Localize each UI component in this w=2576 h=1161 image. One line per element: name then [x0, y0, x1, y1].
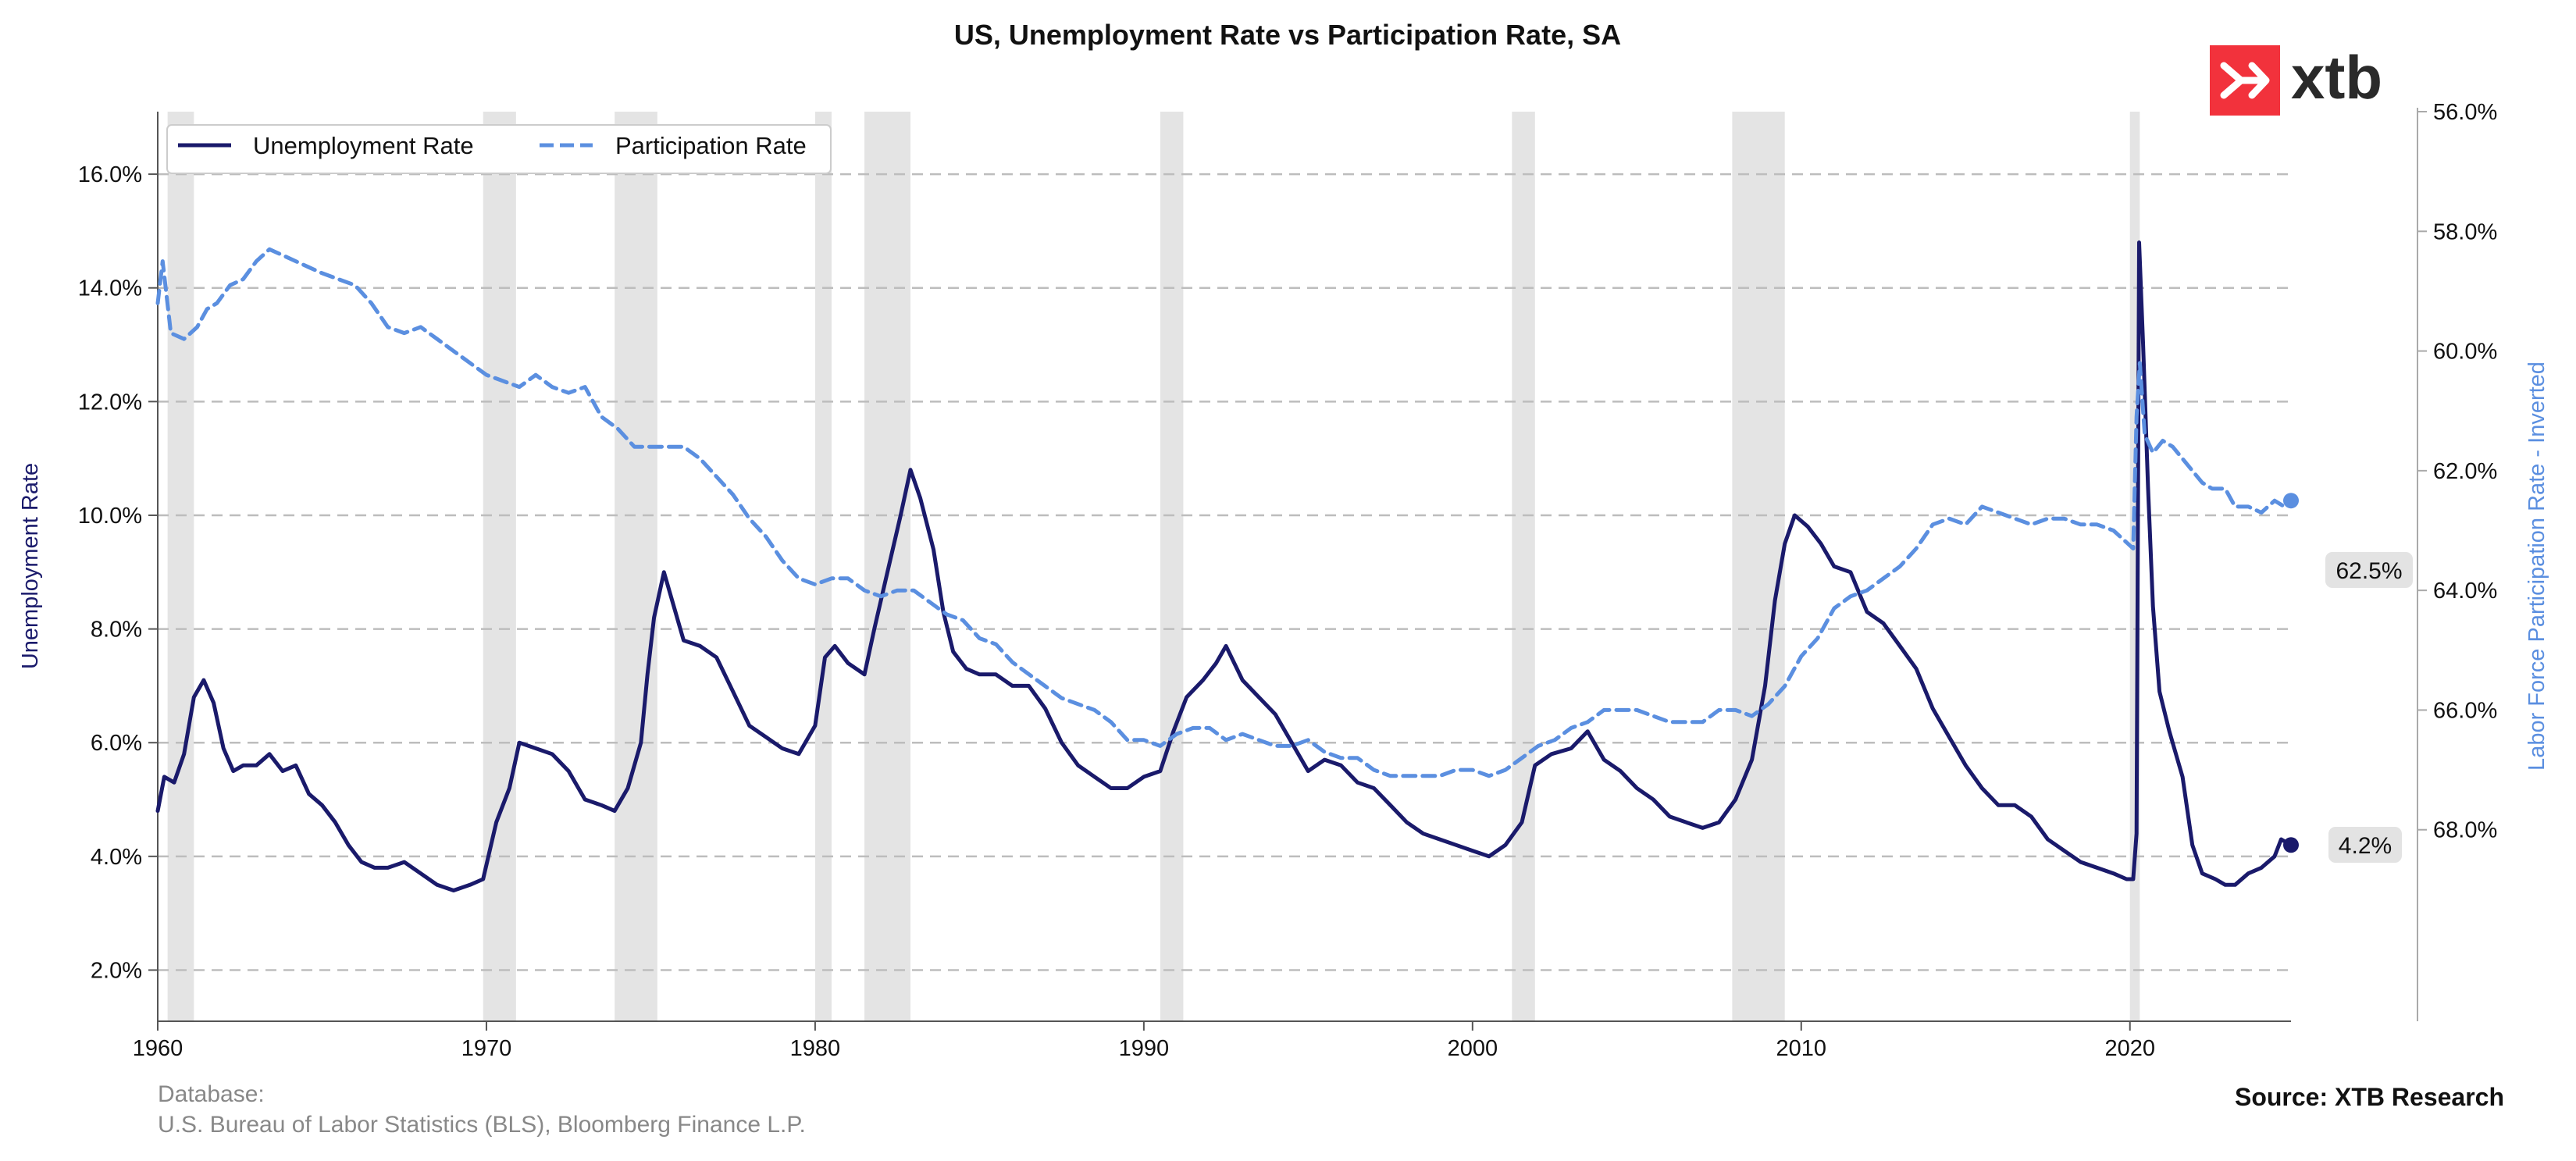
legend-frame — [166, 124, 832, 174]
grid-lines — [158, 173, 2291, 971]
x-tick-label: 1960 — [133, 1036, 183, 1061]
xtb-logo-mark — [2220, 62, 2270, 99]
series-lines — [155, 240, 2293, 892]
unemployment-end-point — [2283, 837, 2299, 853]
y-right-tick-label: 56.0% — [2433, 100, 2497, 125]
recession-band — [483, 112, 516, 1021]
chart-title: US, Unemployment Rate vs Participation R… — [954, 19, 1621, 51]
y-left-ticks: 2.0% 4.0% 6.0% 8.0% 10.0% 12.0% 14.0% 16.0% — [78, 162, 158, 983]
recession-band — [1160, 112, 1184, 1021]
recession-band — [1512, 112, 1535, 1021]
recession-bands — [167, 112, 2140, 1021]
left-axis-label: Unemployment Rate — [18, 463, 43, 669]
legend-label-participation: Participation Rate — [615, 132, 807, 159]
badge-unemployment: 4.2% — [2328, 827, 2402, 863]
legend: Unemployment Rate Participation Rate — [166, 124, 832, 174]
x-tick-label: 2020 — [2104, 1036, 2155, 1061]
xtb-logo-icon — [2210, 45, 2280, 116]
y-left-tick-label: 6.0% — [91, 731, 142, 756]
badge-participation: 62.5% — [2325, 552, 2413, 588]
x-tick-label: 1990 — [1119, 1036, 1170, 1061]
x-axis-ticks: 1960 1970 1980 1990 2000 2010 2020 — [133, 1021, 2155, 1061]
badge-unemployment-bg — [2328, 827, 2402, 863]
y-left-tick-label: 2.0% — [91, 958, 142, 983]
y-right-tick-label: 58.0% — [2433, 219, 2497, 244]
recession-band — [615, 112, 657, 1021]
badge-participation-label: 62.5% — [2336, 558, 2402, 584]
y-right-tick-label: 60.0% — [2433, 340, 2497, 365]
y-right-ticks: 56.0% 58.0% 60.0% 62.0% 64.0% 66.0% 68.0% — [2417, 100, 2497, 843]
participation-end-point — [2283, 493, 2299, 509]
y-left-tick-label: 16.0% — [78, 162, 142, 187]
database-label: Database: — [158, 1081, 265, 1107]
right-axis-label: Labor Force Participation Rate - Inverte… — [2524, 361, 2549, 771]
xtb-logo: xtb — [2210, 43, 2382, 116]
y-left-tick-label: 8.0% — [91, 618, 142, 643]
recession-band — [814, 112, 832, 1021]
xtb-logo-text: xtb — [2291, 43, 2382, 112]
unemployment-rate-line — [155, 240, 2293, 892]
y-left-tick-label: 14.0% — [78, 276, 142, 301]
badge-unemployment-label: 4.2% — [2339, 833, 2392, 859]
x-tick-label: 1970 — [461, 1036, 512, 1061]
recession-band — [167, 112, 194, 1021]
legend-label-unemployment: Unemployment Rate — [253, 132, 474, 159]
source-label: Source: XTB Research — [2235, 1083, 2504, 1111]
y-left-tick-label: 10.0% — [78, 504, 142, 529]
database-sources: U.S. Bureau of Labor Statistics (BLS), B… — [158, 1112, 806, 1138]
recession-band — [1732, 112, 1785, 1021]
y-left-tick-label: 4.0% — [91, 845, 142, 870]
endpoint-markers — [2283, 493, 2299, 853]
participation-rate-line — [155, 247, 2293, 778]
x-tick-label: 2000 — [1448, 1036, 1498, 1061]
y-right-tick-label: 66.0% — [2433, 698, 2497, 723]
x-tick-label: 2010 — [1776, 1036, 1827, 1061]
y-right-tick-label: 62.0% — [2433, 459, 2497, 484]
y-right-tick-label: 68.0% — [2433, 818, 2497, 843]
x-tick-label: 1980 — [790, 1036, 841, 1061]
y-right-tick-label: 64.0% — [2433, 579, 2497, 604]
y-left-tick-label: 12.0% — [78, 390, 142, 415]
badge-participation-bg — [2325, 552, 2413, 588]
